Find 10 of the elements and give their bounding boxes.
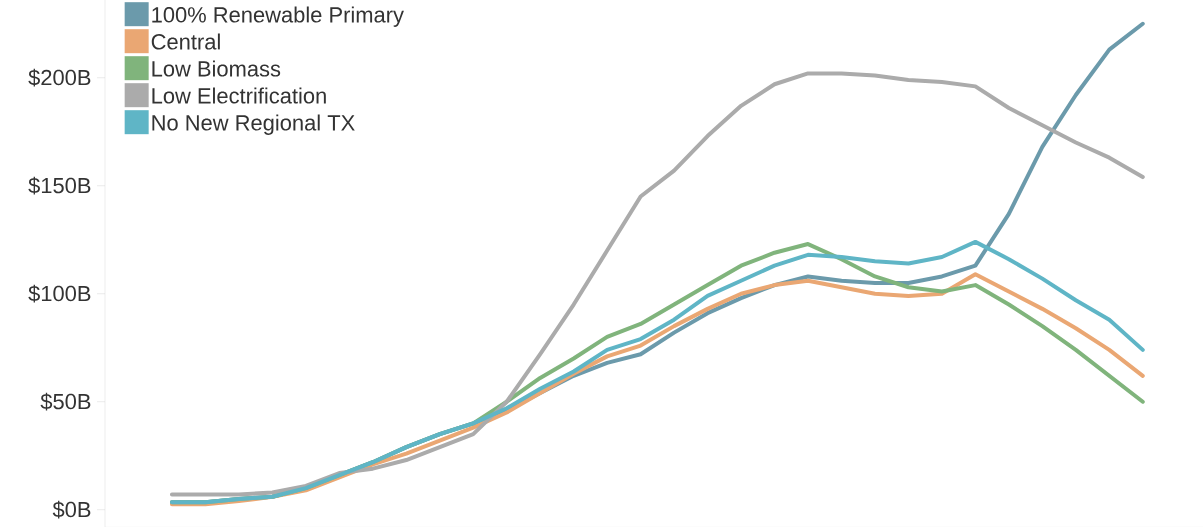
y-tick-label: $200B	[28, 68, 91, 87]
legend-label: Low Biomass	[152, 60, 281, 77]
y-tick-label: $50B	[40, 392, 91, 411]
legend-label: Central	[151, 33, 220, 50]
y-tick-label: $0B	[52, 500, 91, 519]
legend-label: 100% Renewable Primary	[152, 6, 404, 27]
legend-label: No New Regional TX	[152, 114, 355, 135]
y-tick-label: $100B	[28, 284, 91, 303]
legend-label: Low Electrification	[152, 87, 326, 104]
y-tick-label: $150B	[28, 176, 91, 195]
